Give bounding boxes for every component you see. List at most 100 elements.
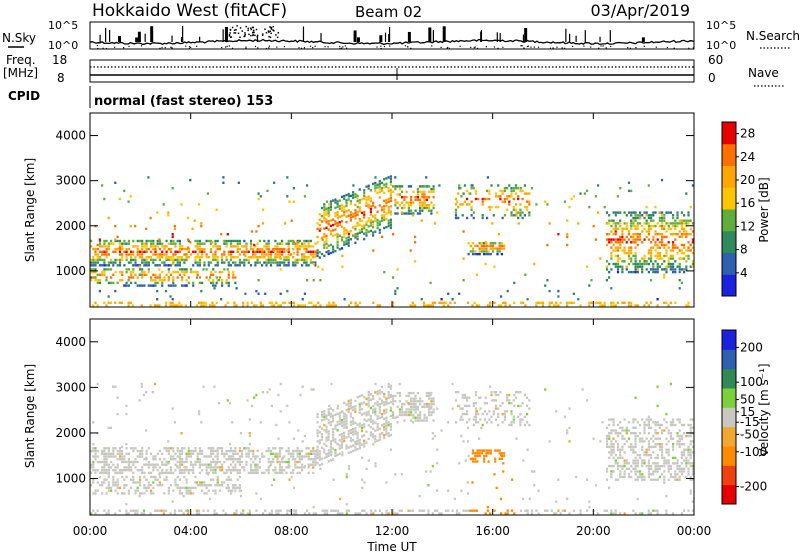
heatmap-cell bbox=[332, 428, 335, 431]
heatmap-cell bbox=[678, 429, 681, 432]
heatmap-cell bbox=[610, 287, 613, 290]
heatmap-cell bbox=[663, 459, 666, 462]
heatmap-cell bbox=[253, 396, 256, 399]
heatmap-cell bbox=[616, 257, 620, 260]
heatmap-cell bbox=[438, 301, 441, 304]
heatmap-cell bbox=[483, 247, 486, 250]
heatmap-cell bbox=[319, 227, 322, 230]
heatmap-cell bbox=[327, 435, 330, 438]
heatmap-cell bbox=[630, 445, 633, 449]
heatmap-cell bbox=[347, 239, 350, 242]
heatmap-cell bbox=[178, 478, 181, 481]
colorbar-swatch bbox=[722, 368, 736, 389]
heatmap-cell bbox=[501, 421, 504, 424]
heatmap-cell bbox=[101, 492, 104, 495]
heatmap-cell bbox=[369, 406, 372, 410]
heatmap-cell bbox=[286, 176, 289, 179]
heatmap-cell bbox=[680, 470, 683, 473]
heatmap-cell bbox=[143, 258, 146, 262]
heatmap-cell bbox=[274, 245, 277, 248]
heatmap-cell bbox=[616, 445, 620, 449]
heatmap-cell bbox=[307, 250, 310, 253]
heatmap-cell bbox=[283, 264, 286, 267]
heatmap-cell bbox=[367, 217, 370, 220]
heatmap-cell bbox=[323, 412, 326, 416]
heatmap-cell bbox=[369, 417, 372, 421]
heatmap-cell bbox=[414, 405, 417, 408]
heatmap-cell bbox=[500, 512, 503, 515]
heatmap-cell bbox=[203, 261, 206, 264]
heatmap-cell bbox=[257, 192, 260, 195]
heatmap-cell bbox=[466, 481, 470, 484]
heatmap-cell bbox=[689, 233, 692, 236]
heatmap-cell bbox=[298, 452, 301, 455]
nsearch-dot bbox=[339, 47, 341, 49]
heatmap-cell bbox=[286, 509, 289, 512]
nsearch-dot bbox=[268, 45, 270, 47]
nsearch-dot bbox=[252, 33, 254, 36]
heatmap-cell bbox=[169, 264, 173, 267]
heatmap-cell bbox=[378, 228, 381, 232]
heatmap-cell bbox=[641, 265, 644, 268]
heatmap-cell bbox=[650, 467, 653, 470]
heatmap-cell bbox=[246, 399, 249, 402]
heatmap-cell bbox=[169, 458, 173, 461]
heatmap-cell bbox=[145, 261, 148, 264]
heatmap-cell bbox=[125, 256, 128, 259]
heatmap-cell bbox=[329, 230, 332, 233]
heatmap-cell bbox=[425, 206, 428, 210]
heatmap-cell bbox=[652, 246, 655, 249]
heatmap-cell bbox=[334, 427, 337, 430]
heatmap-cell bbox=[308, 464, 311, 468]
heatmap-cell bbox=[614, 211, 617, 214]
heatmap-cell bbox=[192, 452, 195, 455]
heatmap-cell bbox=[612, 437, 615, 440]
heatmap-cell bbox=[241, 449, 244, 453]
heatmap-cell bbox=[401, 402, 404, 406]
heatmap-cell bbox=[665, 412, 668, 416]
heatmap-cell bbox=[286, 249, 289, 252]
heatmap-cell bbox=[195, 276, 198, 279]
heatmap-cell bbox=[647, 270, 650, 274]
heatmap-cell bbox=[392, 397, 395, 400]
heatmap-cell bbox=[312, 261, 315, 264]
heatmap-cell bbox=[685, 304, 688, 307]
heatmap-cell bbox=[345, 419, 348, 423]
heatmap-cell bbox=[647, 448, 650, 451]
nsky-label: N.Sky bbox=[2, 31, 36, 45]
heatmap-cell bbox=[461, 412, 464, 416]
heatmap-cell bbox=[425, 419, 428, 422]
heatmap-cell bbox=[229, 239, 233, 243]
heatmap-cell bbox=[254, 264, 257, 267]
heatmap-cell bbox=[174, 452, 177, 455]
heatmap-cell bbox=[145, 264, 148, 267]
heatmap-cell bbox=[167, 471, 170, 475]
heatmap-cell bbox=[234, 281, 237, 285]
heatmap-cell bbox=[625, 214, 628, 217]
heatmap-cell bbox=[605, 445, 609, 449]
heatmap-cell bbox=[101, 264, 104, 267]
heatmap-cell bbox=[638, 473, 642, 476]
heatmap-cell bbox=[134, 273, 137, 276]
heatmap-cell bbox=[431, 304, 434, 307]
heatmap-cell bbox=[503, 410, 506, 413]
heatmap-cell bbox=[150, 492, 153, 495]
heatmap-cell bbox=[183, 471, 186, 475]
heatmap-cell bbox=[334, 249, 337, 253]
heatmap-cell bbox=[172, 458, 175, 461]
heatmap-cell bbox=[486, 505, 489, 509]
heatmap-cell bbox=[652, 235, 655, 239]
heatmap-cell bbox=[316, 456, 319, 460]
nsearch-dot bbox=[344, 45, 346, 47]
heatmap-cell bbox=[358, 228, 361, 232]
heatmap-cell bbox=[183, 466, 186, 469]
heatmap-cell bbox=[158, 509, 161, 512]
heatmap-cell bbox=[641, 214, 644, 217]
heatmap-cell bbox=[125, 509, 128, 512]
heatmap-cell bbox=[658, 219, 661, 222]
heatmap-cell bbox=[245, 455, 248, 458]
heatmap-cell bbox=[158, 484, 161, 487]
heatmap-cell bbox=[503, 214, 506, 217]
heatmap-cell bbox=[444, 301, 448, 304]
heatmap-cell bbox=[372, 411, 375, 414]
